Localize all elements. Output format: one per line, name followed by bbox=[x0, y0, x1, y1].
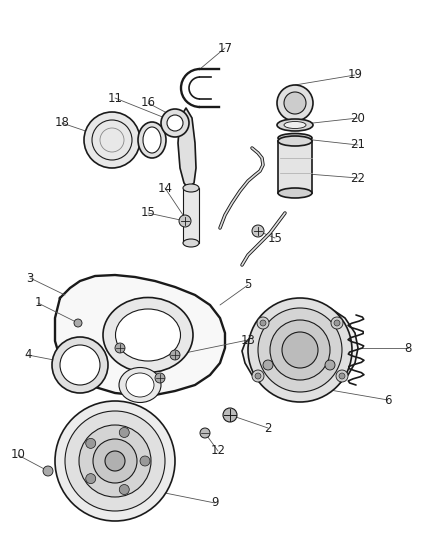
Text: 6: 6 bbox=[384, 393, 392, 407]
Circle shape bbox=[260, 320, 266, 326]
Bar bbox=[183, 188, 199, 243]
Ellipse shape bbox=[183, 184, 199, 192]
Bar bbox=[278, 141, 312, 193]
Polygon shape bbox=[55, 275, 225, 395]
Circle shape bbox=[277, 85, 313, 121]
Circle shape bbox=[119, 484, 129, 495]
Text: 15: 15 bbox=[141, 206, 155, 220]
Circle shape bbox=[60, 345, 100, 385]
Ellipse shape bbox=[119, 367, 161, 402]
Circle shape bbox=[161, 109, 189, 137]
Circle shape bbox=[140, 456, 150, 466]
Text: 5: 5 bbox=[244, 279, 252, 292]
Circle shape bbox=[200, 428, 210, 438]
Circle shape bbox=[258, 308, 342, 392]
Circle shape bbox=[282, 332, 318, 368]
Polygon shape bbox=[178, 108, 196, 188]
Ellipse shape bbox=[143, 127, 161, 153]
Ellipse shape bbox=[278, 133, 312, 142]
Circle shape bbox=[115, 343, 125, 353]
Circle shape bbox=[331, 317, 343, 329]
Ellipse shape bbox=[138, 122, 166, 158]
Text: 10: 10 bbox=[11, 448, 25, 462]
Circle shape bbox=[79, 425, 151, 497]
Circle shape bbox=[170, 350, 180, 360]
Circle shape bbox=[155, 373, 165, 383]
Ellipse shape bbox=[103, 297, 193, 373]
Text: 7: 7 bbox=[281, 319, 289, 332]
Text: 1: 1 bbox=[34, 296, 42, 310]
Circle shape bbox=[86, 474, 96, 483]
Circle shape bbox=[270, 320, 330, 380]
Circle shape bbox=[255, 373, 261, 379]
Text: 15: 15 bbox=[268, 231, 283, 245]
Ellipse shape bbox=[277, 119, 313, 131]
Text: 17: 17 bbox=[218, 42, 233, 54]
Ellipse shape bbox=[116, 309, 180, 361]
Text: 13: 13 bbox=[240, 334, 255, 346]
Circle shape bbox=[52, 337, 108, 393]
Circle shape bbox=[93, 439, 137, 483]
Ellipse shape bbox=[183, 239, 199, 247]
Circle shape bbox=[252, 370, 264, 382]
Circle shape bbox=[74, 319, 82, 327]
Circle shape bbox=[179, 215, 191, 227]
Text: 9: 9 bbox=[211, 497, 219, 510]
Circle shape bbox=[86, 438, 96, 448]
Circle shape bbox=[257, 317, 269, 329]
Text: 21: 21 bbox=[350, 139, 365, 151]
Circle shape bbox=[336, 370, 348, 382]
Circle shape bbox=[43, 466, 53, 476]
Text: 8: 8 bbox=[404, 342, 412, 354]
Text: 22: 22 bbox=[350, 172, 365, 184]
Text: 19: 19 bbox=[347, 69, 363, 82]
Circle shape bbox=[84, 112, 140, 168]
Text: 20: 20 bbox=[350, 111, 365, 125]
Text: 12: 12 bbox=[211, 445, 226, 457]
Circle shape bbox=[223, 408, 237, 422]
Polygon shape bbox=[242, 305, 358, 393]
Circle shape bbox=[65, 411, 165, 511]
Text: 14: 14 bbox=[158, 182, 173, 195]
Text: 16: 16 bbox=[141, 96, 155, 109]
Circle shape bbox=[55, 401, 175, 521]
Text: 2: 2 bbox=[264, 422, 272, 434]
Circle shape bbox=[105, 451, 125, 471]
Circle shape bbox=[339, 373, 345, 379]
Text: 4: 4 bbox=[24, 349, 32, 361]
Ellipse shape bbox=[278, 188, 312, 198]
Ellipse shape bbox=[284, 122, 306, 128]
Circle shape bbox=[284, 92, 306, 114]
Text: 3: 3 bbox=[26, 271, 34, 285]
Circle shape bbox=[119, 427, 129, 438]
Circle shape bbox=[334, 320, 340, 326]
Circle shape bbox=[263, 360, 273, 370]
Text: 18: 18 bbox=[55, 117, 70, 130]
Circle shape bbox=[248, 298, 352, 402]
Ellipse shape bbox=[126, 373, 154, 397]
Circle shape bbox=[252, 225, 264, 237]
Circle shape bbox=[167, 115, 183, 131]
Circle shape bbox=[325, 360, 335, 370]
Ellipse shape bbox=[278, 136, 312, 146]
Text: 11: 11 bbox=[107, 92, 123, 104]
